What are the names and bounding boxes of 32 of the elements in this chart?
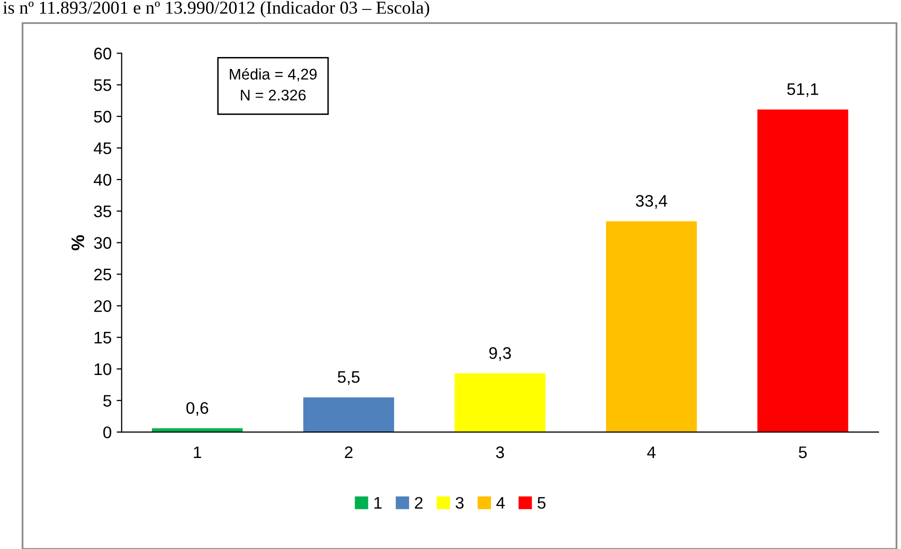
legend-label: 3	[456, 496, 464, 509]
y-tick-label: 60	[94, 48, 112, 60]
chart-title: is nº 11.893/2001 e nº 13.990/2012 (Indicador 03 – Escola)	[3, 1, 430, 18]
y-tick-label: 40	[94, 174, 112, 186]
data-label: 0,6	[186, 402, 208, 416]
y-tick-label: 20	[94, 300, 112, 312]
y-axis-title: %	[72, 235, 84, 250]
y-tick-label: 0	[103, 426, 112, 438]
legend-label: 1	[374, 497, 382, 509]
y-tick-label: 50	[94, 110, 112, 123]
data-label: 5,5	[338, 371, 360, 385]
y-tick-label: 5	[103, 395, 112, 407]
legend-label: 5	[538, 497, 546, 509]
annotation: Média = 4,29	[230, 68, 317, 82]
data-label: 9,3	[489, 347, 511, 361]
y-tick-label: 35	[94, 205, 112, 218]
y-tick-label: 45	[94, 142, 112, 154]
legend-label: 2	[414, 496, 423, 509]
y-tick-label: 30	[94, 237, 112, 249]
annotation: N = 2.326	[240, 90, 306, 101]
data-label: 51,1	[787, 83, 818, 98]
x-tick-label: 5	[798, 446, 807, 458]
y-tick-label: 25	[94, 268, 112, 280]
legend-label: 4	[496, 497, 505, 509]
x-tick-label: 2	[344, 446, 352, 458]
x-tick-label: 4	[647, 446, 656, 458]
y-tick-label: 10	[94, 363, 112, 376]
x-tick-label: 3	[496, 446, 504, 458]
y-tick-label: 55	[94, 79, 112, 92]
x-tick-label: 1	[194, 446, 202, 458]
y-tick-label: 15	[94, 332, 112, 344]
data-label: 33,4	[636, 194, 668, 209]
